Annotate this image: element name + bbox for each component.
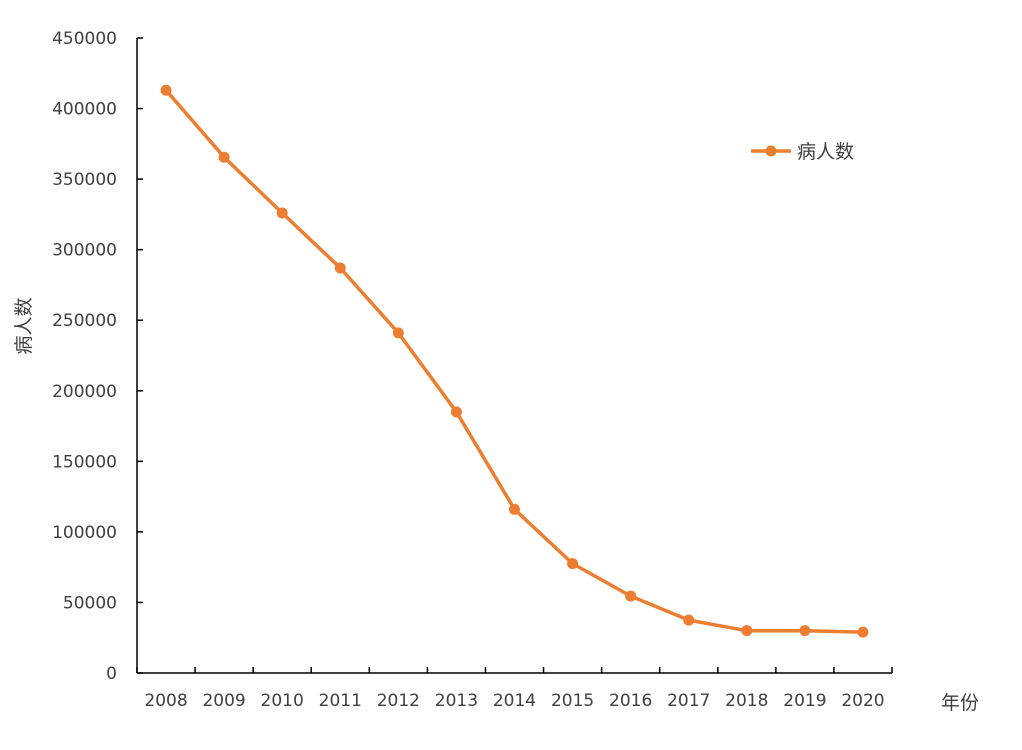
y-tick-label: 450000: [52, 29, 117, 49]
data-point: [334, 262, 346, 274]
legend-series-marker: [765, 145, 777, 157]
data-point: [450, 406, 462, 418]
x-tick-label: 2011: [319, 691, 362, 711]
legend-series-label: 病人数: [797, 141, 854, 163]
y-tick-label: 100000: [52, 523, 117, 543]
series-layer: [160, 84, 869, 638]
y-tick-label: 0: [106, 664, 117, 684]
y-tick-label: 50000: [63, 593, 117, 613]
data-point: [392, 327, 404, 339]
x-tick-label: 2020: [841, 691, 884, 711]
data-point: [741, 625, 753, 637]
y-tick-label: 350000: [52, 170, 117, 190]
x-tick-label: 2018: [725, 691, 768, 711]
y-tick-label: 250000: [52, 311, 117, 331]
x-tick-label: 2016: [609, 691, 652, 711]
y-tick-label: 150000: [52, 452, 117, 472]
y-tick-label: 200000: [52, 382, 117, 402]
y-axis: 0 50000 100000 150000 200000 250000 300000 3500…: [52, 29, 143, 684]
x-tick-label: 2019: [783, 691, 826, 711]
data-point: [509, 503, 520, 515]
data-point: [683, 614, 695, 626]
x-axis: 2008 2009 2010 2011 2012 2013 2014 2015 2016 2017…: [136, 667, 893, 711]
x-tick-label: 2013: [435, 691, 478, 711]
data-point: [625, 590, 637, 602]
data-point: [160, 84, 172, 96]
data-point: [218, 151, 230, 163]
y-tick-label: 400000: [52, 100, 117, 120]
x-axis-title: 年份: [941, 692, 979, 714]
x-tick-label: 2010: [261, 691, 304, 711]
data-point: [276, 207, 288, 219]
data-point: [799, 625, 811, 637]
x-tick-label: 2014: [493, 691, 536, 711]
data-point: [857, 626, 869, 638]
series-line: [164, 88, 865, 634]
data-point: [567, 558, 579, 570]
y-tick-label: 300000: [52, 241, 117, 261]
x-tick-label: 2015: [551, 691, 594, 711]
x-tick-label: 2017: [667, 691, 710, 711]
x-tick-label: 2009: [202, 691, 245, 711]
x-tick-label: 2012: [377, 691, 420, 711]
x-tick-label: 2008: [144, 691, 187, 711]
y-axis-title: 病人数: [13, 297, 35, 354]
legend: 病人数: [751, 141, 854, 163]
